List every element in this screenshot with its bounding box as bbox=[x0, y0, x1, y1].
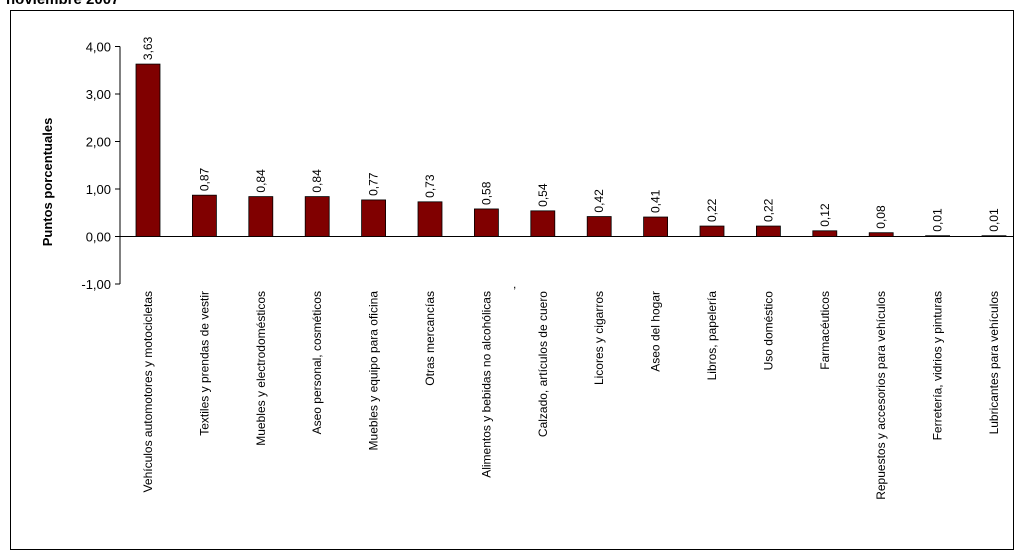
x-tick-label: Muebles y equipo para oficina bbox=[367, 291, 381, 451]
bar bbox=[248, 196, 274, 237]
bar bbox=[812, 230, 838, 237]
x-tick-label: Vehículos automotores y motocicletas bbox=[141, 291, 155, 492]
data-label: 0,41 bbox=[649, 189, 663, 213]
x-tick-label: Uso doméstico bbox=[761, 291, 775, 371]
y-tick-label: 1,00 bbox=[86, 182, 111, 197]
axes: -1,00 0,00 1,00 2,00 3,00 4,00 bbox=[81, 40, 1014, 292]
bar bbox=[925, 235, 950, 237]
value-labels: 3,63 0,87 0,84 0,84 0,77 0,73 0,58 0,54 0,42 0,41… bbox=[141, 36, 1001, 231]
x-tick-label: Repuestos y accesorios para vehículos bbox=[874, 291, 888, 500]
bar bbox=[361, 199, 387, 237]
data-label: 0,22 bbox=[705, 198, 719, 222]
data-label: 0,01 bbox=[931, 208, 945, 232]
chart-title: noviembre 2007 bbox=[6, 0, 119, 8]
data-label: 0,54 bbox=[536, 183, 550, 207]
bar bbox=[191, 194, 217, 237]
data-label: 3,63 bbox=[141, 36, 155, 60]
annotation-mark: , bbox=[513, 277, 516, 291]
data-label: 0,58 bbox=[479, 181, 493, 205]
x-tick-label: Ferretería, vidrios y pinturas bbox=[931, 291, 945, 440]
x-tick-label: Textiles y prendas de vestir bbox=[197, 291, 211, 436]
data-label: 0,12 bbox=[818, 203, 832, 227]
x-tick-label: Muebles y electrodomésticos bbox=[254, 291, 268, 446]
data-label: 0,84 bbox=[310, 169, 324, 193]
data-label: 0,22 bbox=[761, 198, 775, 222]
x-tick-label: Alimentos y bebidas no alcohólicas bbox=[479, 291, 493, 478]
x-tick-label: Lubricantes para vehículos bbox=[987, 291, 1001, 434]
data-label: 0,01 bbox=[987, 208, 1001, 232]
data-label: 0,87 bbox=[197, 167, 211, 191]
data-label: 0,84 bbox=[254, 169, 268, 193]
category-labels: Vehículos automotores y motocicletas Text… bbox=[141, 291, 1001, 500]
x-tick-label: Aseo del hogar bbox=[649, 291, 663, 372]
bar bbox=[756, 225, 781, 237]
bar bbox=[304, 196, 330, 237]
bar bbox=[417, 201, 443, 237]
data-label: 0,08 bbox=[874, 205, 888, 229]
bar bbox=[643, 216, 668, 237]
bar bbox=[699, 225, 725, 237]
bar bbox=[586, 216, 612, 237]
bars bbox=[135, 63, 1007, 237]
x-tick-label: Aseo personal, cosméticos bbox=[310, 291, 324, 434]
y-tick-label: 4,00 bbox=[86, 40, 111, 55]
x-tick-label: Calzado, artículos de cuero bbox=[536, 291, 550, 437]
data-label: 0,73 bbox=[423, 174, 437, 198]
data-label: 0,42 bbox=[592, 189, 606, 213]
bar bbox=[473, 208, 499, 237]
y-axis-label: Puntos porcentuales bbox=[40, 118, 55, 247]
bar bbox=[530, 210, 556, 237]
x-tick-label: Libros, papelería bbox=[705, 291, 719, 381]
y-tick-label: 0,00 bbox=[86, 230, 111, 245]
bar bbox=[135, 63, 161, 237]
data-label: 0,77 bbox=[367, 172, 381, 196]
y-tick-label: 3,00 bbox=[86, 87, 111, 102]
y-tick-label: 2,00 bbox=[86, 135, 111, 150]
y-tick-label: -1,00 bbox=[81, 277, 111, 292]
bar bbox=[868, 232, 894, 237]
bar bbox=[981, 235, 1007, 237]
x-tick-label: Farmacéuticos bbox=[818, 291, 832, 370]
x-tick-label: Otras mercancías bbox=[423, 291, 437, 386]
x-tick-label: Licores y cigarros bbox=[592, 291, 606, 385]
